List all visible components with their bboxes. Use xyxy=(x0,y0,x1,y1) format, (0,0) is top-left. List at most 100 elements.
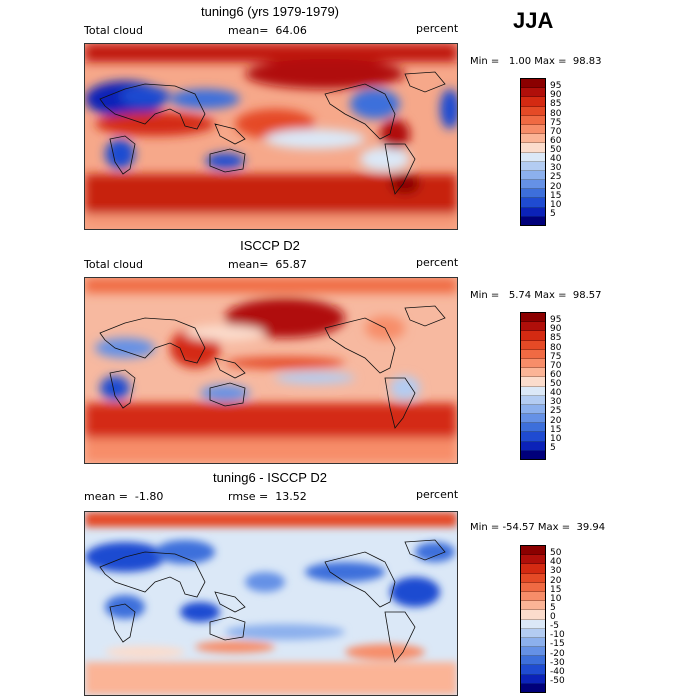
panel-2-left-label: Total cloud xyxy=(84,258,143,271)
panel-3-title: tuning6 - ISCCP D2 xyxy=(213,470,327,485)
colorbar-level-label: -15 xyxy=(550,639,565,649)
colorbar-level-label: 25 xyxy=(550,406,562,416)
panel-2-title: ISCCP D2 xyxy=(240,238,300,253)
panel-2-minmax: Min = 5.74 Max = 98.57 xyxy=(470,290,602,301)
colorbar-swatch xyxy=(521,97,545,107)
panel-1-colorbar xyxy=(520,78,546,226)
colorbar-level-label: 30 xyxy=(550,397,562,407)
colorbar-swatch xyxy=(521,79,545,89)
panel-1-title: tuning6 (yrs 1979-1979) xyxy=(200,4,340,19)
colorbar-swatch xyxy=(521,414,545,424)
colorbar-swatch xyxy=(521,386,545,396)
colorbar-swatch xyxy=(521,573,545,583)
colorbar-level-label: 5 xyxy=(550,443,556,453)
map-graphic xyxy=(85,44,457,229)
colorbar-level-label: 30 xyxy=(550,566,562,576)
panel-3-units: percent xyxy=(416,488,459,501)
colorbar-swatch xyxy=(521,395,545,405)
colorbar-swatch xyxy=(521,207,545,217)
colorbar-swatch xyxy=(521,124,545,135)
colorbar-swatch xyxy=(521,313,545,323)
colorbar-swatch xyxy=(521,404,545,415)
map-graphic xyxy=(85,278,457,463)
colorbar-swatch xyxy=(521,198,545,208)
colorbar-level-label: 50 xyxy=(550,145,562,155)
colorbar-swatch xyxy=(521,601,545,611)
colorbar-level-label: 20 xyxy=(550,576,562,586)
panel-3-colorbar xyxy=(520,545,546,693)
colorbar-level-label: 80 xyxy=(550,343,562,353)
colorbar-level-label: 50 xyxy=(550,548,562,558)
colorbar-level-label: -30 xyxy=(550,658,565,668)
colorbar-swatch xyxy=(521,216,545,225)
colorbar-swatch xyxy=(521,349,545,359)
colorbar-level-label: 40 xyxy=(550,388,562,398)
colorbar-level-label: 10 xyxy=(550,434,562,444)
colorbar-swatch xyxy=(521,377,545,387)
colorbar-swatch xyxy=(521,647,545,657)
panel-3-rmse: rmse = 13.52 xyxy=(228,490,307,503)
colorbar-level-label: 90 xyxy=(550,90,562,100)
colorbar-level-label: 5 xyxy=(550,209,556,219)
colorbar-swatch xyxy=(521,143,545,153)
colorbar-level-label: 40 xyxy=(550,154,562,164)
colorbar-level-label: 5 xyxy=(550,603,556,613)
panel-2-units: percent xyxy=(416,256,459,269)
colorbar-level-label: 40 xyxy=(550,557,562,567)
colorbar-level-label: 15 xyxy=(550,425,562,435)
colorbar-level-label: 85 xyxy=(550,99,562,109)
colorbar-level-label: 60 xyxy=(550,136,562,146)
colorbar-swatch xyxy=(521,441,545,451)
colorbar-level-label: 10 xyxy=(550,200,562,210)
colorbar-level-label: 95 xyxy=(550,315,562,325)
colorbar-level-label: 10 xyxy=(550,594,562,604)
colorbar-level-label: 60 xyxy=(550,370,562,380)
panel-1-map xyxy=(84,43,458,230)
colorbar-level-label: -10 xyxy=(550,630,565,640)
colorbar-level-label: 20 xyxy=(550,416,562,426)
panel-1-colorbar-labels: 95 90 85 80 75 70 60 50 40 30 25 20 15 10 5 xyxy=(550,78,610,226)
colorbar-swatch xyxy=(521,546,545,556)
panel-1-minmax: Min = 1.00 Max = 98.83 xyxy=(470,56,602,67)
colorbar-level-label: 70 xyxy=(550,361,562,371)
panel-2-colorbar-labels: 95 90 85 80 75 70 60 50 40 30 25 20 15 10 5 xyxy=(550,312,610,460)
colorbar-level-label: 0 xyxy=(550,612,556,622)
colorbar-swatch xyxy=(521,170,545,181)
colorbar-level-label: 30 xyxy=(550,163,562,173)
colorbar-level-label: 85 xyxy=(550,333,562,343)
colorbar-swatch xyxy=(521,591,545,602)
colorbar-swatch xyxy=(521,423,545,433)
colorbar-swatch xyxy=(521,161,545,171)
colorbar-level-label: -5 xyxy=(550,621,559,631)
colorbar-swatch xyxy=(521,368,545,378)
panel-1-mean: mean= 64.06 xyxy=(228,24,307,37)
panel-3-mean: mean = -1.80 xyxy=(84,490,164,503)
colorbar-level-label: -40 xyxy=(550,667,565,677)
colorbar-swatch xyxy=(521,619,545,629)
colorbar-level-label: 20 xyxy=(550,182,562,192)
colorbar-swatch xyxy=(521,134,545,144)
colorbar-swatch xyxy=(521,564,545,574)
colorbar-swatch xyxy=(521,322,545,332)
colorbar-swatch xyxy=(521,637,545,648)
colorbar-level-label: 25 xyxy=(550,172,562,182)
colorbar-swatch xyxy=(521,152,545,162)
colorbar-swatch xyxy=(521,683,545,692)
colorbar-level-label: 75 xyxy=(550,118,562,128)
colorbar-swatch xyxy=(521,665,545,675)
panel-1-left-label: Total cloud xyxy=(84,24,143,37)
panel-3-minmax: Min = -54.57 Max = 39.94 xyxy=(470,522,606,533)
panel-2-mean: mean= 65.87 xyxy=(228,258,307,271)
colorbar-swatch xyxy=(521,88,545,98)
colorbar-swatch xyxy=(521,106,545,116)
panel-2-colorbar xyxy=(520,312,546,460)
colorbar-swatch xyxy=(521,450,545,459)
colorbar-swatch xyxy=(521,656,545,666)
colorbar-swatch xyxy=(521,610,545,620)
colorbar-swatch xyxy=(521,628,545,638)
colorbar-swatch xyxy=(521,180,545,190)
panel-3-map xyxy=(84,511,458,696)
colorbar-swatch xyxy=(521,340,545,350)
colorbar-level-label: -50 xyxy=(550,676,565,686)
colorbar-swatch xyxy=(521,582,545,592)
